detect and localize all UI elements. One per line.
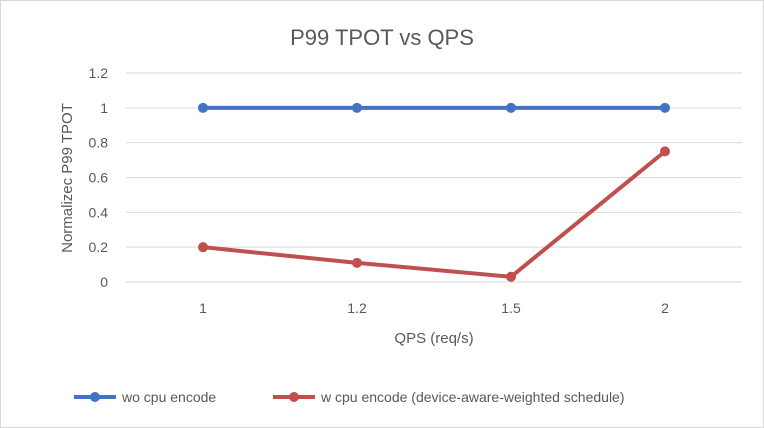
x-tick-label: 2	[661, 300, 669, 316]
series-1	[198, 102, 670, 113]
data-point	[660, 146, 670, 157]
data-point	[352, 257, 362, 268]
y-tick-label: 0.8	[89, 135, 109, 151]
x-axis-ticks: 1 1.2 1.5 2	[199, 300, 669, 316]
y-axis-ticks: 0 0.2 0.4 0.6 0.8 1 1.2	[89, 65, 109, 290]
y-tick-label: 1	[100, 100, 108, 116]
data-point	[506, 271, 516, 282]
y-tick-label: 0.6	[89, 170, 109, 186]
chart-title: P99 TPOT vs QPS	[290, 25, 474, 50]
y-tick-label: 0	[100, 274, 108, 290]
y-tick-label: 1.2	[89, 65, 109, 81]
legend-item: w cpu encode (device-aware-weighted sche…	[273, 389, 625, 405]
series-lines	[198, 102, 670, 282]
legend: wo cpu encode w cpu encode (device-aware-…	[74, 389, 625, 405]
x-tick-label: 1	[199, 300, 207, 316]
series-2	[198, 146, 670, 282]
legend-item: wo cpu encode	[74, 389, 216, 405]
data-point	[352, 102, 362, 113]
x-axis-label: QPS (req/s)	[394, 330, 473, 347]
legend-label: w cpu encode (device-aware-weighted sche…	[320, 389, 625, 405]
y-tick-label: 0.4	[89, 204, 109, 220]
series-line	[201, 149, 667, 279]
data-point	[198, 102, 208, 113]
legend-label: wo cpu encode	[121, 389, 216, 405]
data-point	[660, 102, 670, 113]
data-point	[198, 242, 208, 253]
legend-marker	[90, 392, 100, 402]
y-tick-label: 0.2	[89, 239, 109, 255]
data-point	[506, 102, 516, 113]
legend-marker	[289, 392, 299, 402]
x-tick-label: 1.2	[347, 300, 367, 316]
x-tick-label: 1.5	[501, 300, 521, 316]
y-axis-label: Normalizec P99 TPOT	[59, 103, 76, 253]
